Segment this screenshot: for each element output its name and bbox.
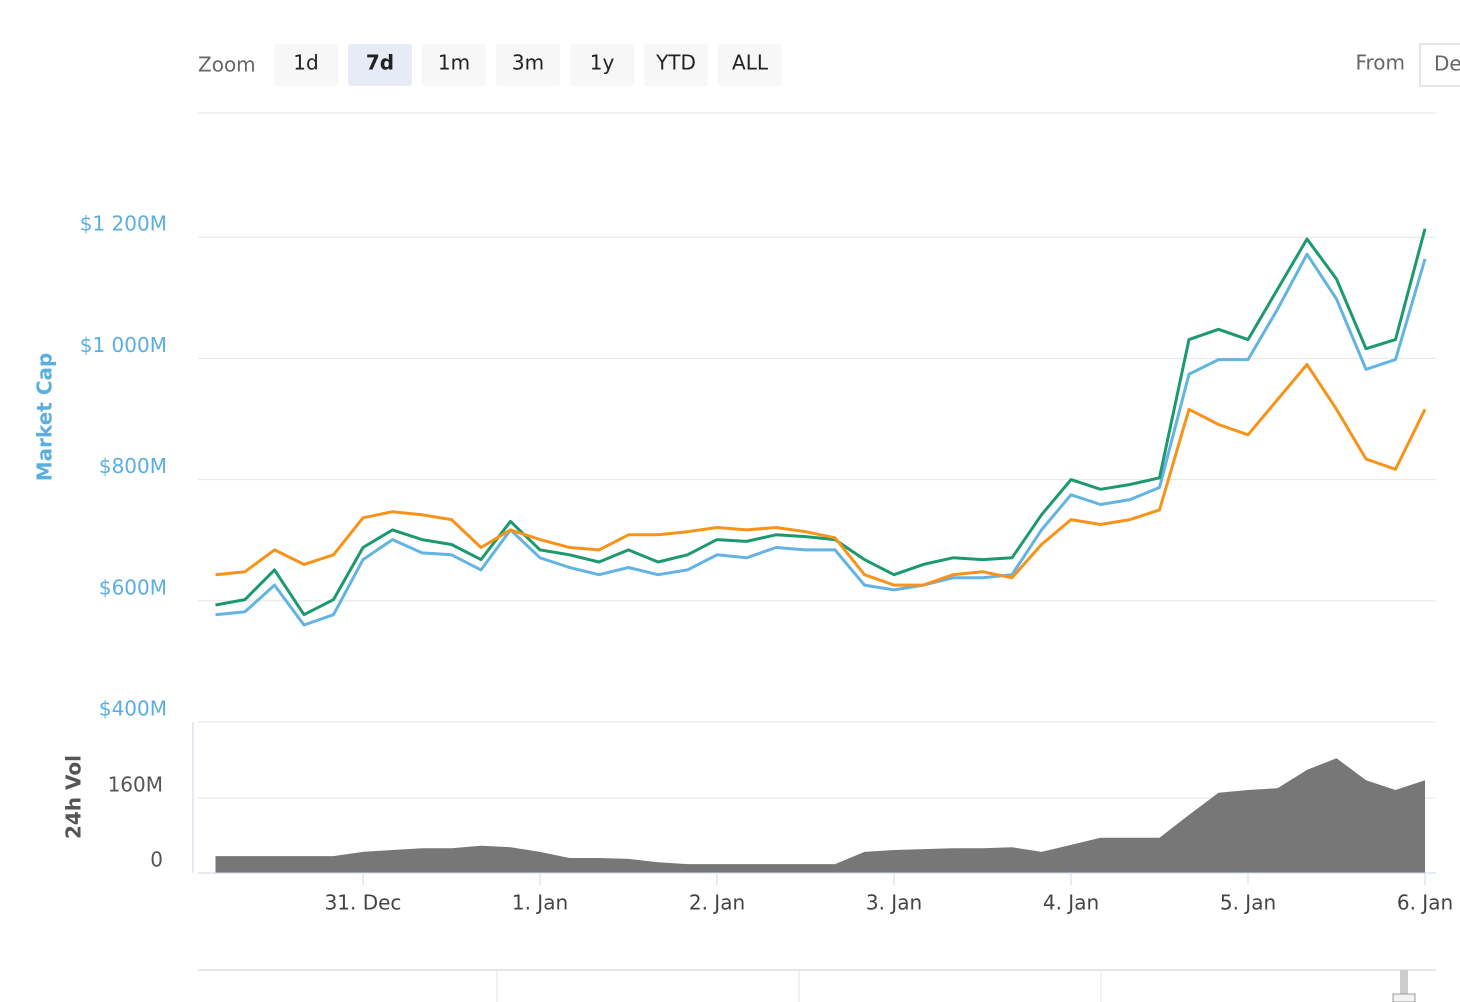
volume-area (215, 758, 1425, 873)
zoom-button-label: 3m (512, 51, 544, 75)
zoom-button[interactable] (644, 44, 708, 86)
zoom-button[interactable] (496, 44, 560, 86)
from-label: From (1355, 51, 1405, 75)
series-line (215, 252, 1427, 627)
y-tick-label: 160M (108, 773, 163, 797)
zoom-button[interactable] (718, 44, 782, 86)
from-value: De (1434, 52, 1460, 76)
series-line (215, 363, 1427, 587)
zoom-button[interactable] (570, 44, 634, 86)
y-tick-label: $1 200M (80, 212, 167, 236)
x-tick-label: 3. Jan (866, 891, 922, 915)
zoom-button[interactable] (348, 44, 412, 86)
x-tick-label: 6. Jan (1397, 891, 1453, 915)
zoom-button[interactable] (274, 44, 338, 86)
y-tick-label: $400M (99, 697, 167, 721)
zoom-buttons: 1d 7d 1m 3m 1y YTD ALL (274, 44, 782, 86)
series-line (215, 228, 1427, 617)
y-tick-label: 0 (150, 848, 163, 872)
navigator-grip[interactable] (1392, 993, 1416, 1002)
zoom-button-label: 7d (366, 51, 394, 75)
zoom-button-label: 1m (438, 51, 470, 75)
y-tick-label: $600M (99, 575, 167, 599)
x-tick-label: 1. Jan (512, 891, 568, 915)
x-tick-label: 5. Jan (1220, 891, 1276, 915)
volume-axis-title: 24h Vol (62, 755, 86, 839)
x-tick-label: 31. Dec (325, 891, 402, 915)
x-tick-label: 4. Jan (1043, 891, 1099, 915)
zoom-button-label: YTD (655, 51, 696, 75)
zoom-button[interactable] (422, 44, 486, 86)
zoom-button-label: 1y (590, 51, 615, 75)
y-axis-title: Market Cap (33, 353, 57, 482)
navigator-handle[interactable] (1400, 970, 1408, 1002)
y-tick-label: $800M (99, 454, 167, 478)
zoom-button-label: 1d (293, 51, 318, 75)
zoom-label: Zoom (198, 53, 256, 77)
from-input[interactable] (1419, 43, 1460, 87)
x-tick-label: 2. Jan (689, 891, 745, 915)
y-tick-label: $1 000M (80, 333, 167, 357)
zoom-button-label: ALL (732, 51, 769, 75)
